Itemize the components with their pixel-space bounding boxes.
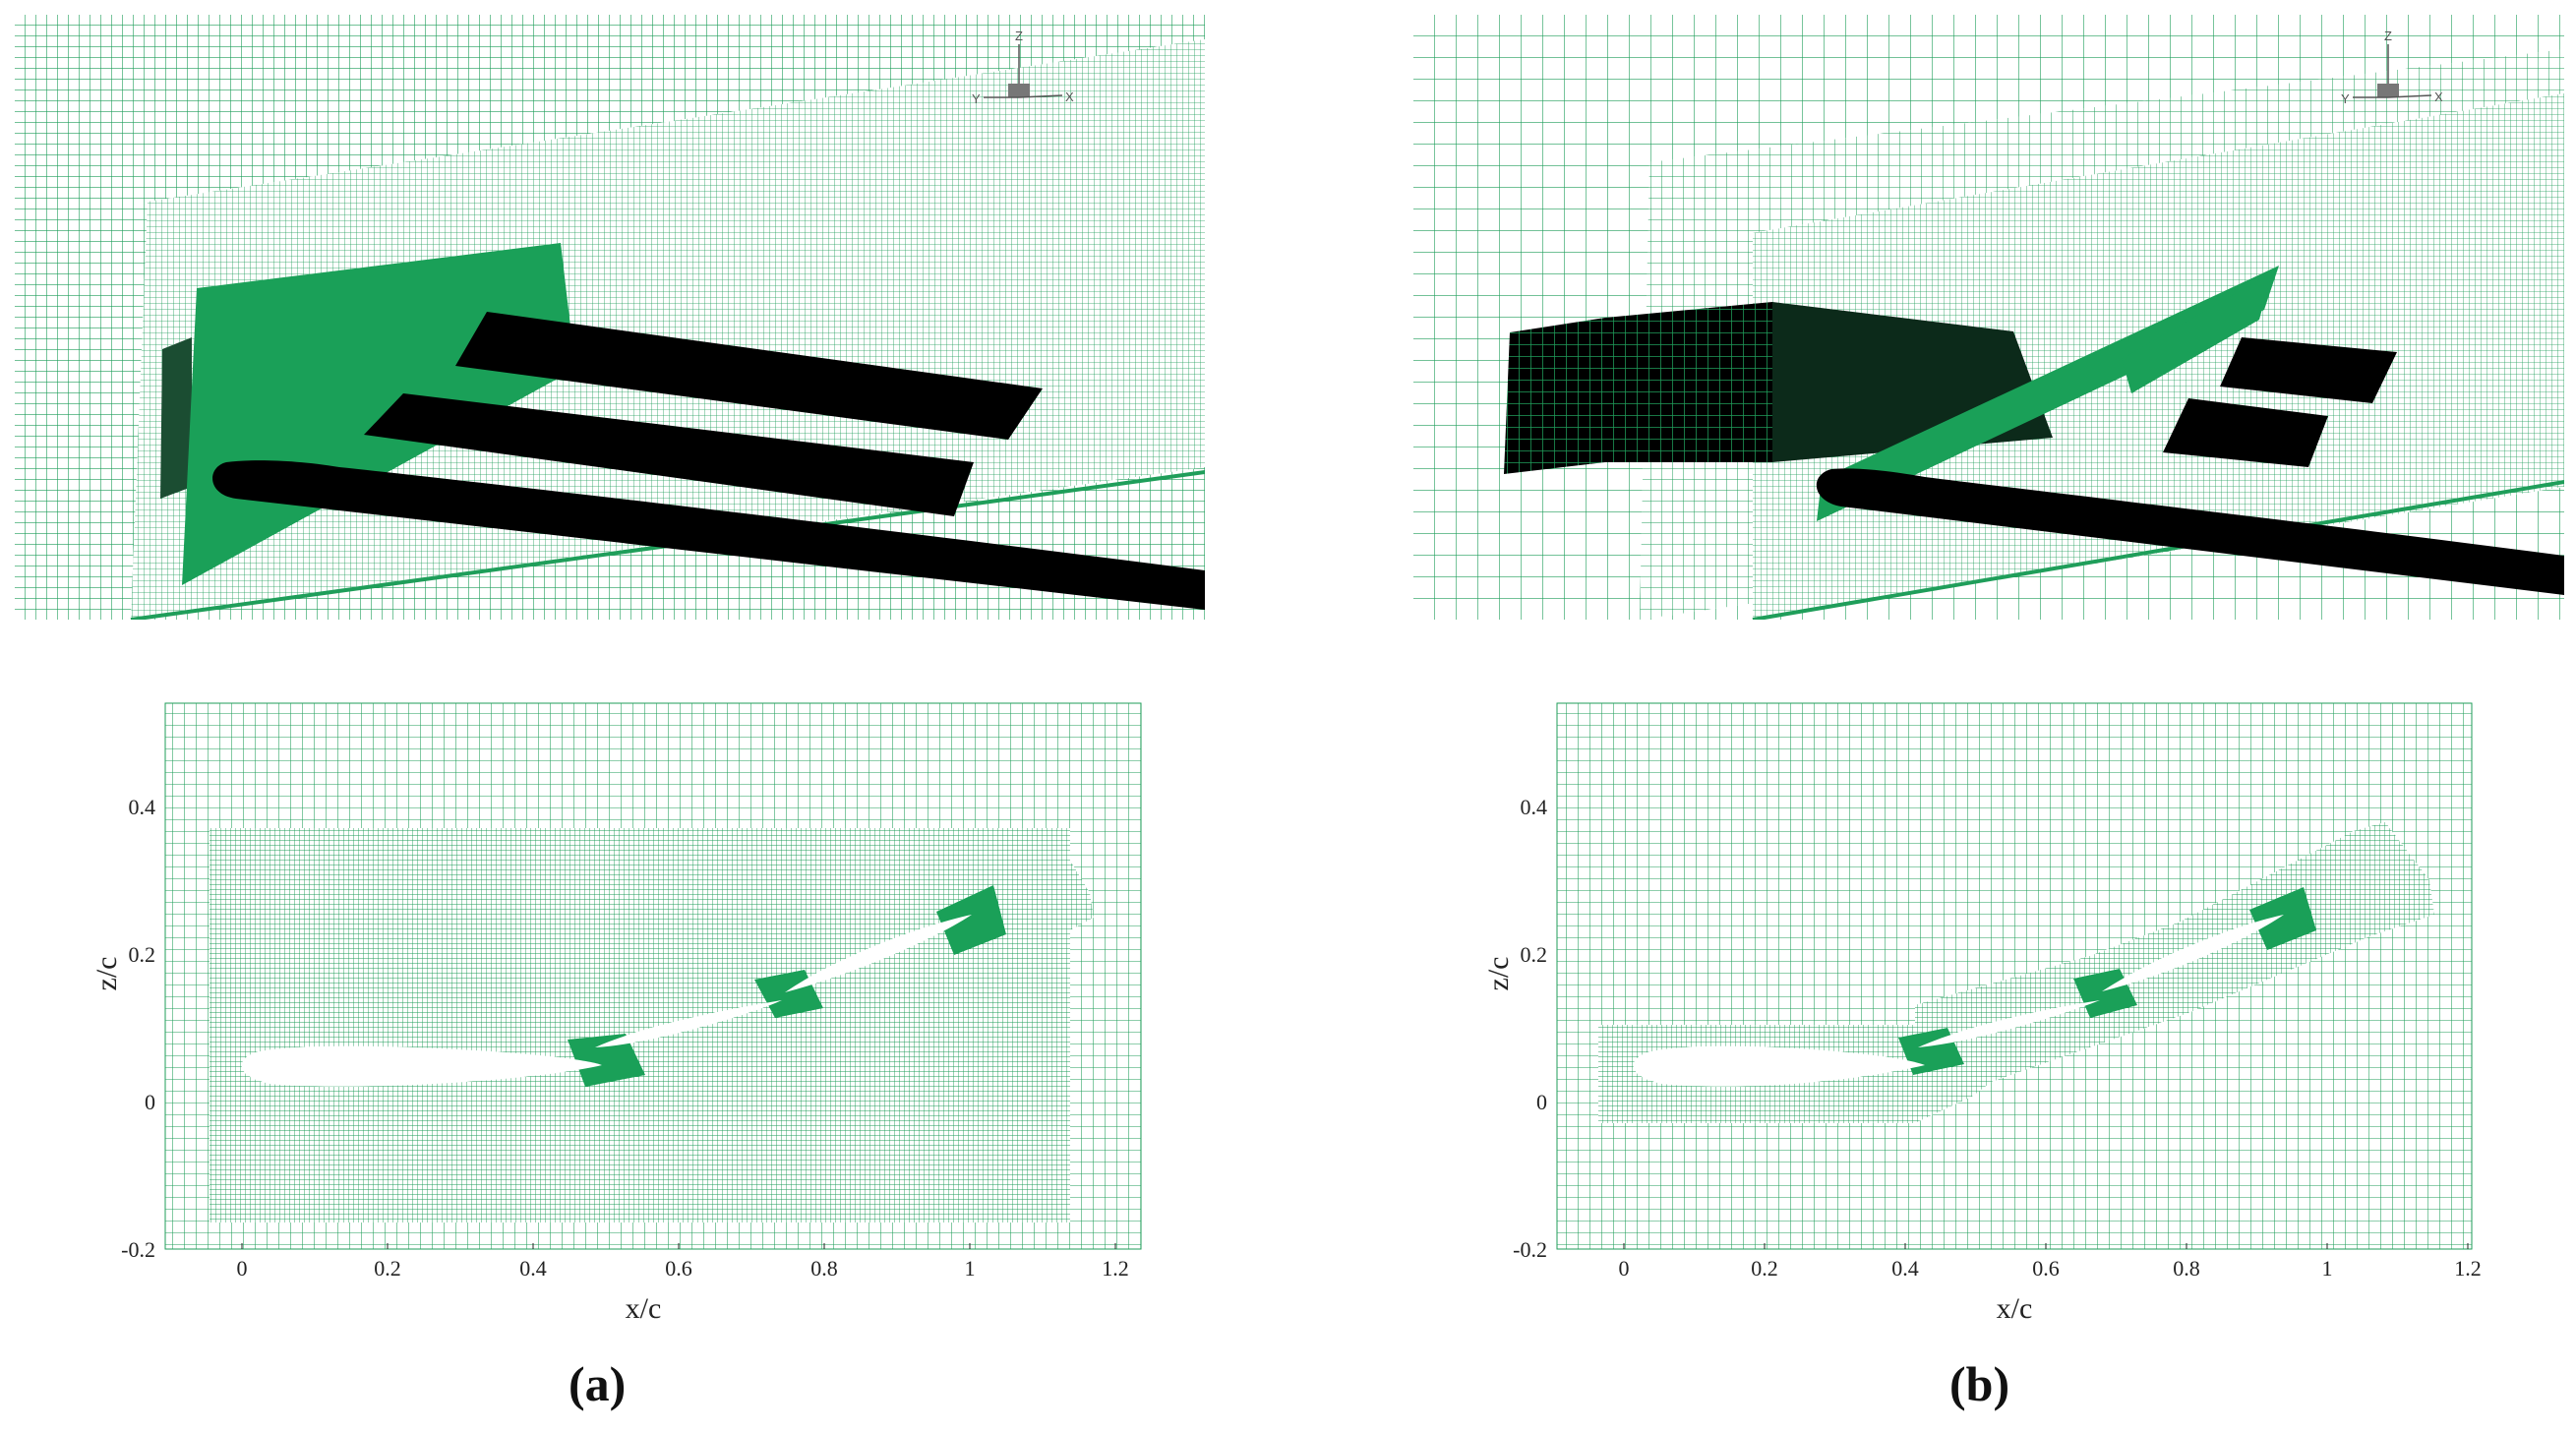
x-axis-label: x/c	[1997, 1292, 2033, 1325]
flap-element-cut	[2102, 915, 2284, 991]
main-element-cut	[241, 1045, 602, 1087]
x-tick-label: 0	[1619, 1256, 1630, 1281]
x-tick-label: 0.4	[519, 1256, 547, 1281]
perspective-svg-a: Z Y X	[15, 15, 1205, 620]
y-axis-label: z/c	[1482, 957, 1515, 991]
x-axis-label: x/c	[626, 1292, 662, 1325]
flap-element	[2220, 337, 2397, 403]
box-side-face	[1605, 302, 1772, 462]
box-end-face	[1504, 318, 1605, 474]
triad-x-label: X	[1065, 89, 1074, 104]
x-tick-label: 0.8	[810, 1256, 838, 1281]
y-tick-label: 0.2	[1521, 942, 1548, 967]
x-tick-label: 0.2	[374, 1256, 401, 1281]
vane-element-cut	[595, 1000, 782, 1047]
y-tick-label: -0.2	[1513, 1237, 1547, 1262]
x-tick-label: 0.6	[2032, 1256, 2060, 1281]
y-tick-label: 0	[145, 1090, 155, 1114]
refined-region	[1598, 822, 2434, 1123]
flap-element-cut	[785, 915, 972, 992]
perspective-view-a: Z Y X	[15, 15, 1205, 620]
y-axis-label: z/c	[90, 957, 123, 991]
x-tick-labels: 0 0.2 0.4 0.6 0.8 1 1.2	[237, 1256, 1129, 1281]
main-pad	[568, 1034, 645, 1087]
x-tick-label: 0	[237, 1256, 248, 1281]
x-tick-label: 1.2	[2454, 1256, 2482, 1281]
side-wall	[160, 337, 192, 499]
triad-z-label: Z	[1015, 29, 1023, 43]
main-element	[1816, 468, 2564, 595]
y-tick-label: 0	[1536, 1090, 1547, 1114]
main-element-cut	[1633, 1045, 1925, 1087]
y-tick-label: 0.4	[129, 795, 156, 819]
y-tick-label: -0.2	[121, 1237, 155, 1262]
triad-x-label: X	[2434, 89, 2443, 104]
flap-pad	[936, 885, 1006, 955]
triad-y-label: Y	[972, 91, 981, 106]
x-tick-label: 1	[2322, 1256, 2333, 1281]
section-plot-a: 0 0.2 0.4 0.6 0.8 1 1.2 -0.2 0 0.2 0.4 x…	[90, 702, 1142, 1325]
x-tick-label: 1.2	[1102, 1256, 1129, 1281]
section-plot-b: 0 0.2 0.4 0.6 0.8 1 1.2 -0.2 0 0.2 0.4 x…	[1482, 702, 2482, 1325]
x-tick-label: 0.4	[1891, 1256, 1919, 1281]
triad-z-label: Z	[2384, 29, 2392, 43]
plot-frame	[1556, 702, 2473, 1250]
flap-pad	[2249, 887, 2316, 950]
panel-label-b: (b)	[1949, 1356, 2010, 1411]
vane-element	[364, 393, 974, 516]
mesh-edge	[1752, 480, 2564, 620]
symmetry-plate	[1817, 266, 2279, 521]
refined-region	[210, 828, 1094, 1222]
panel-label-a: (a)	[569, 1356, 627, 1411]
x-ticks	[241, 1243, 1116, 1249]
plate-upper	[2122, 272, 2272, 393]
y-tick-label: 0.4	[1521, 795, 1548, 819]
x-tick-label: 0.6	[665, 1256, 692, 1281]
y-tick-label: 0.2	[129, 942, 156, 967]
x-tick-label: 0.2	[1751, 1256, 1778, 1281]
x-tick-labels: 0 0.2 0.4 0.6 0.8 1 1.2	[1619, 1256, 2482, 1281]
main-element	[212, 460, 1205, 610]
x-tick-label: 1	[965, 1256, 976, 1281]
x-ticks	[1623, 1243, 2469, 1249]
axis-triad-a: Z Y X	[972, 29, 1074, 106]
axis-triad-b: Z Y X	[2341, 29, 2443, 106]
y-tick-labels: -0.2 0 0.2 0.4	[1513, 795, 1547, 1262]
flap-element	[455, 312, 1043, 440]
perspective-view-b: Z Y X	[1413, 15, 2576, 620]
vane-element	[2163, 398, 2328, 467]
x-tick-label: 0.8	[2173, 1256, 2200, 1281]
perspective-svg-b: Z Y X	[1413, 15, 2564, 620]
triad-y-label: Y	[2341, 91, 2350, 106]
vane-element-cut	[1918, 1000, 2100, 1047]
y-tick-labels: -0.2 0 0.2 0.4	[121, 795, 155, 1262]
